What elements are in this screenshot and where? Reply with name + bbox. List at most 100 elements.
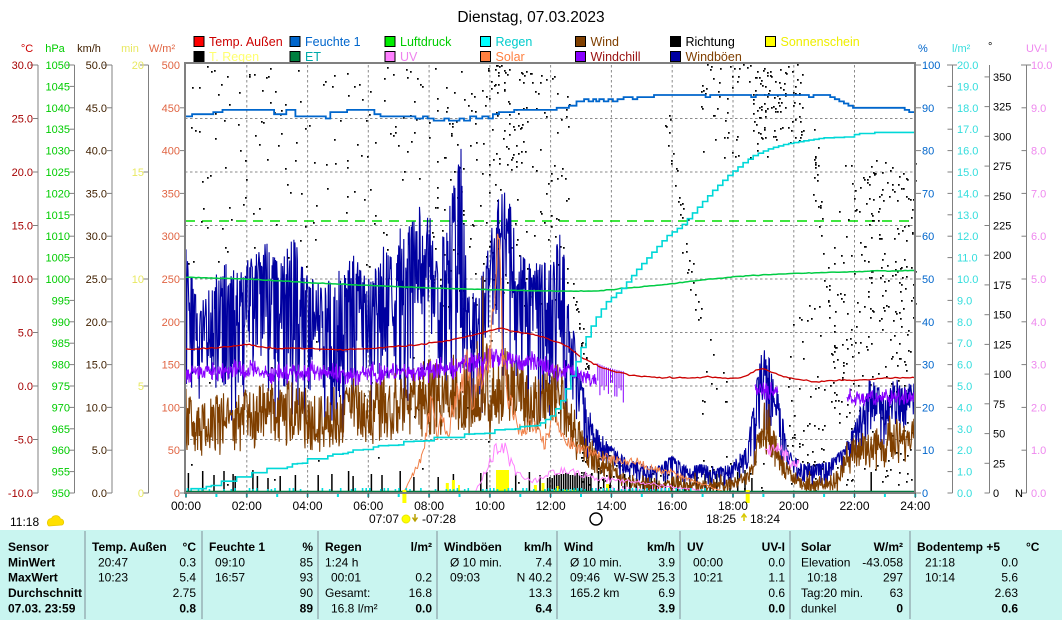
svg-text:200: 200: [162, 317, 180, 329]
svg-text:Luftdruck: Luftdruck: [400, 35, 452, 49]
svg-text:3.0: 3.0: [957, 424, 972, 436]
svg-text:09:10: 09:10: [215, 556, 245, 570]
svg-text:-07:28: -07:28: [422, 512, 456, 526]
svg-text:09:03: 09:03: [450, 571, 480, 585]
svg-text:l/m²: l/m²: [411, 540, 432, 554]
svg-text:1030: 1030: [46, 146, 70, 158]
svg-text:02:00: 02:00: [232, 499, 262, 513]
svg-text:325: 325: [993, 102, 1011, 114]
svg-text:300: 300: [993, 131, 1011, 143]
svg-text:2.75: 2.75: [173, 586, 197, 600]
svg-text:1.0: 1.0: [957, 467, 972, 479]
svg-text:14.0: 14.0: [957, 188, 978, 200]
svg-text:150: 150: [162, 360, 180, 372]
svg-text:6.0: 6.0: [1031, 231, 1046, 243]
svg-text:0.0: 0.0: [768, 602, 785, 616]
svg-text:975: 975: [52, 381, 70, 393]
svg-text:Dienstag, 07.03.2023: Dienstag, 07.03.2023: [457, 9, 604, 26]
svg-text:W-SW 25.3: W-SW 25.3: [614, 571, 675, 585]
svg-text:Temp. Außen: Temp. Außen: [92, 540, 167, 554]
svg-text:30: 30: [922, 360, 934, 372]
svg-text:45.0: 45.0: [86, 103, 107, 115]
svg-text:11:18: 11:18: [10, 515, 39, 529]
svg-text:13.0: 13.0: [957, 210, 978, 222]
svg-text:13.3: 13.3: [529, 586, 553, 600]
svg-text:W/m²: W/m²: [149, 43, 176, 55]
svg-text:5.0: 5.0: [92, 445, 107, 457]
svg-text:25.0: 25.0: [86, 274, 107, 286]
svg-text:0.6: 0.6: [1001, 602, 1018, 616]
svg-text:5.6: 5.6: [1001, 571, 1018, 585]
svg-text:1020: 1020: [46, 188, 70, 200]
svg-text:W/m²: W/m²: [874, 540, 903, 554]
svg-text:1045: 1045: [46, 81, 70, 93]
svg-text:10: 10: [132, 274, 144, 286]
svg-text:0.0: 0.0: [768, 556, 785, 570]
svg-text:°C: °C: [183, 540, 197, 554]
svg-text:10: 10: [922, 445, 934, 457]
svg-text:6.0: 6.0: [957, 360, 972, 372]
svg-text:10:21: 10:21: [693, 571, 723, 585]
svg-text:960: 960: [52, 445, 70, 457]
svg-text:°C: °C: [21, 43, 33, 55]
svg-text:20: 20: [132, 60, 144, 72]
svg-text:20.0: 20.0: [957, 60, 978, 72]
svg-text:25.0: 25.0: [12, 114, 33, 126]
svg-text:11.0: 11.0: [957, 253, 978, 265]
svg-text:35.0: 35.0: [86, 188, 107, 200]
svg-text:Feuchte 1: Feuchte 1: [305, 35, 361, 49]
svg-text:24:00: 24:00: [900, 499, 930, 513]
svg-text:10:14: 10:14: [925, 571, 955, 585]
svg-text:12.0: 12.0: [957, 231, 978, 243]
svg-text:18:24: 18:24: [750, 512, 780, 526]
svg-text:16.8: 16.8: [409, 586, 433, 600]
svg-text:07:07: 07:07: [369, 512, 399, 526]
svg-text:Durchschnitt: Durchschnitt: [8, 586, 82, 600]
svg-text:6.4: 6.4: [535, 602, 552, 616]
svg-text:Regen: Regen: [496, 35, 533, 49]
svg-text:Solar: Solar: [496, 50, 525, 64]
svg-text:0.8: 0.8: [179, 602, 196, 616]
svg-text:8.0: 8.0: [1031, 146, 1046, 158]
svg-text:l/m²: l/m²: [952, 43, 971, 55]
svg-text:Solar: Solar: [801, 540, 831, 554]
svg-text:km/h: km/h: [77, 43, 101, 55]
svg-text:60: 60: [922, 231, 934, 243]
svg-text:21:18: 21:18: [925, 556, 955, 570]
svg-text:5.0: 5.0: [957, 381, 972, 393]
svg-text:0.0: 0.0: [92, 488, 107, 500]
svg-text:1035: 1035: [46, 124, 70, 136]
svg-text:0: 0: [138, 488, 144, 500]
svg-text:80: 80: [922, 146, 934, 158]
svg-text:175: 175: [993, 280, 1011, 292]
svg-text:Windböen: Windböen: [686, 50, 742, 64]
svg-text:50: 50: [922, 274, 934, 286]
svg-text:-5.0: -5.0: [14, 435, 33, 447]
svg-text:3.9: 3.9: [658, 602, 675, 616]
svg-text:Regen: Regen: [325, 540, 362, 554]
svg-text:%: %: [918, 43, 928, 55]
svg-text:3.9: 3.9: [658, 556, 675, 570]
svg-text:min: min: [121, 43, 139, 55]
svg-text:165.2 km: 165.2 km: [570, 586, 619, 600]
svg-text:7.4: 7.4: [535, 556, 552, 570]
svg-text:63: 63: [890, 586, 904, 600]
svg-text:16:57: 16:57: [215, 571, 245, 585]
svg-text:12:00: 12:00: [536, 499, 566, 513]
svg-text:125: 125: [993, 339, 1011, 351]
svg-text:350: 350: [993, 72, 1011, 84]
svg-text:950: 950: [52, 488, 70, 500]
svg-text:16.0: 16.0: [957, 146, 978, 158]
svg-text:UV: UV: [400, 50, 418, 64]
svg-text:00:00: 00:00: [693, 556, 723, 570]
svg-text:km/h: km/h: [524, 540, 552, 554]
svg-text:20.0: 20.0: [86, 317, 107, 329]
svg-text:°C: °C: [1026, 540, 1040, 554]
svg-text:Feuchte 1: Feuchte 1: [209, 540, 265, 554]
svg-text:20:47: 20:47: [98, 556, 128, 570]
svg-text:0.6: 0.6: [768, 586, 785, 600]
svg-text:30.0: 30.0: [12, 60, 33, 72]
svg-text:30.0: 30.0: [86, 231, 107, 243]
svg-text:100: 100: [993, 369, 1011, 381]
svg-text:0: 0: [993, 488, 999, 500]
